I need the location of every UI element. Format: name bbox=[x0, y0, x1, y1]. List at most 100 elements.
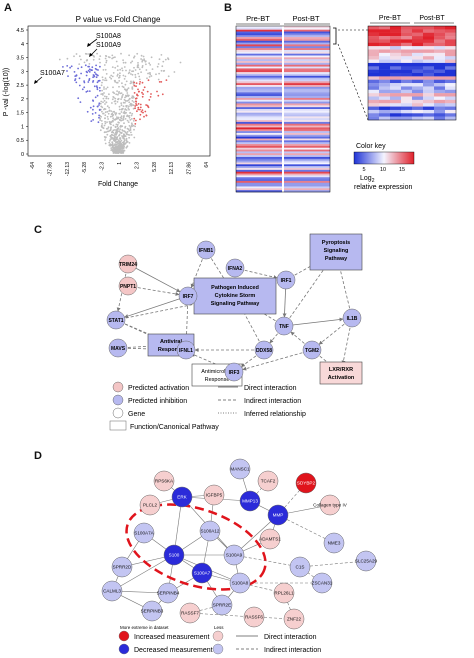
heatmap-cell bbox=[236, 29, 282, 32]
zoom-cell bbox=[434, 76, 446, 80]
node-rassf6 bbox=[243, 606, 265, 628]
volcano-point bbox=[112, 129, 115, 132]
zoom-cell bbox=[423, 93, 435, 97]
zoom-cell bbox=[379, 69, 391, 74]
node-label-ifna2: IFNA2 bbox=[228, 266, 243, 272]
volcano-point bbox=[120, 145, 123, 148]
heatmap-cell bbox=[236, 164, 282, 167]
heatmap-cell bbox=[236, 70, 282, 73]
volcano-point bbox=[148, 62, 151, 65]
heatmap-cell bbox=[236, 120, 282, 123]
volcano-point bbox=[101, 89, 103, 92]
zoom-cell bbox=[412, 73, 424, 77]
heatmap-cell bbox=[284, 64, 330, 67]
heatmap-cell bbox=[236, 136, 282, 139]
volcano-point bbox=[111, 57, 113, 60]
volcano-point bbox=[122, 112, 125, 114]
legend-gene-swatch bbox=[112, 407, 124, 419]
volcano-point bbox=[97, 69, 99, 71]
zoom-cell bbox=[434, 113, 446, 117]
zoom-cell bbox=[434, 66, 446, 70]
y-tick-label: 4 bbox=[21, 42, 24, 48]
volcano-point bbox=[133, 101, 135, 103]
heatmap-cell bbox=[236, 173, 282, 176]
volcano-point bbox=[103, 92, 105, 94]
heatmap-cell bbox=[284, 40, 330, 43]
heatmap-cell bbox=[236, 26, 282, 29]
node-label-ifnb1: IFNB1 bbox=[199, 248, 214, 254]
zoom-cell bbox=[445, 86, 457, 90]
zoom-cell bbox=[423, 96, 435, 101]
zoom-cell bbox=[401, 83, 413, 87]
volcano-point bbox=[104, 111, 107, 114]
volcano-point bbox=[104, 142, 107, 145]
volcano-point bbox=[158, 72, 161, 75]
volcano-point bbox=[98, 114, 100, 117]
svg-text:Cytokine Storm: Cytokine Storm bbox=[215, 293, 256, 299]
zoom-cell bbox=[390, 36, 402, 40]
volcano-point bbox=[135, 82, 138, 84]
zoom-cell bbox=[401, 96, 413, 101]
volcano-point bbox=[109, 143, 112, 146]
network-d-nodes: MANSC1 RPS6KA TCAF2 SDYBP2 IGFBP5 ERK MMP13 Col… bbox=[101, 458, 378, 630]
volcano-point bbox=[127, 121, 130, 123]
volcano-point bbox=[122, 101, 125, 104]
volcano-point bbox=[77, 67, 79, 70]
volcano-point bbox=[146, 104, 149, 107]
volcano-point bbox=[78, 63, 81, 65]
volcano-point bbox=[157, 94, 160, 97]
zoom-cell bbox=[401, 76, 413, 80]
volcano-point bbox=[120, 92, 123, 94]
node-collagen bbox=[319, 494, 341, 516]
volcano-point bbox=[115, 93, 118, 96]
volcano-point bbox=[141, 60, 144, 63]
node-s100 bbox=[163, 544, 185, 566]
zoom-cell bbox=[434, 26, 446, 30]
heatmap-cell bbox=[284, 68, 330, 71]
volcano-point bbox=[103, 86, 105, 88]
volcano-point bbox=[104, 139, 106, 141]
volcano-point bbox=[110, 77, 113, 80]
heatmap-cell bbox=[284, 46, 330, 49]
volcano-point bbox=[108, 56, 111, 59]
node-ifnb1 bbox=[196, 240, 216, 260]
heatmap-cell bbox=[236, 59, 282, 62]
zoom-cell bbox=[445, 79, 457, 84]
heatmap-cell bbox=[284, 72, 330, 75]
volcano-point bbox=[101, 123, 104, 125]
zoom-cell bbox=[412, 52, 424, 57]
volcano-point bbox=[66, 70, 68, 72]
heatmap-cell bbox=[284, 114, 330, 117]
zoom-cell bbox=[390, 93, 402, 97]
zoom-cell bbox=[390, 52, 402, 57]
volcano-point bbox=[139, 113, 142, 116]
heatmap-cell bbox=[236, 92, 282, 95]
heatmap-cell bbox=[236, 162, 282, 165]
y-tick-label: 4.5 bbox=[16, 28, 24, 34]
zoom-cell bbox=[368, 39, 380, 43]
heatmap-cell bbox=[284, 155, 330, 158]
volcano-point bbox=[110, 136, 112, 139]
heatmap-cell bbox=[284, 131, 330, 134]
zoom-cell bbox=[412, 36, 424, 40]
node-rpl26l1 bbox=[273, 582, 295, 604]
volcano-point bbox=[137, 64, 140, 66]
heatmap-cell bbox=[284, 140, 330, 143]
zoom-cell bbox=[412, 62, 424, 67]
volcano-point bbox=[108, 141, 111, 144]
volcano-point bbox=[98, 104, 100, 106]
node-slc25a29 bbox=[355, 550, 377, 572]
zoom-cell bbox=[368, 49, 380, 54]
zoom-cell bbox=[434, 93, 446, 97]
volcano-point bbox=[125, 111, 127, 114]
volcano-point bbox=[149, 96, 152, 98]
volcano-point bbox=[112, 120, 114, 123]
volcano-point bbox=[128, 98, 131, 100]
heatmap-cell bbox=[236, 64, 282, 67]
volcano-point bbox=[134, 105, 137, 107]
heatmap-cell bbox=[284, 27, 330, 30]
volcano-point bbox=[114, 102, 117, 105]
heatmap-cell bbox=[284, 182, 330, 185]
volcano-point bbox=[124, 83, 127, 86]
volcano-point bbox=[131, 112, 134, 115]
